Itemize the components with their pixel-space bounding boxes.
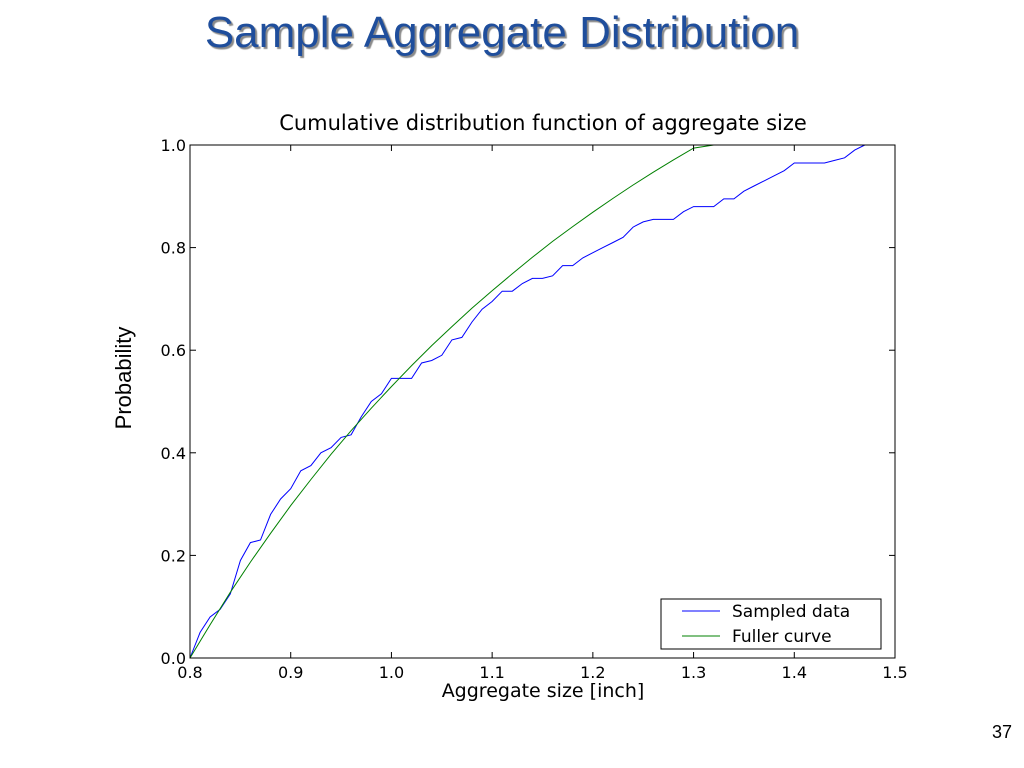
chart-title: Cumulative distribution function of aggr… xyxy=(279,111,807,135)
x-tick-label: 1.0 xyxy=(379,663,404,682)
y-tick-label: 1.0 xyxy=(161,136,186,155)
series-layer xyxy=(189,144,895,659)
x-axis-label: Aggregate size [inch] xyxy=(442,680,645,702)
legend-box xyxy=(660,598,882,650)
plot-frame xyxy=(189,144,896,659)
x-tick-label: 1.5 xyxy=(882,663,907,682)
y-tick-label: 0.4 xyxy=(161,444,186,463)
y-tick-label: 0.0 xyxy=(161,649,186,668)
legend-label-sampled-data: Sampled data xyxy=(732,602,850,622)
y-tick-label: 0.2 xyxy=(161,546,186,565)
series-line-fuller-curve xyxy=(189,144,895,659)
series-line-sampled-data xyxy=(189,144,866,659)
x-tick-label: 1.2 xyxy=(580,663,605,682)
legend-label-fuller-curve: Fuller curve xyxy=(732,627,832,647)
y-tick-label: 0.6 xyxy=(161,341,186,360)
page-number: 37 xyxy=(991,722,1012,742)
y-tick-label: 0.8 xyxy=(161,239,186,258)
x-tick-label: 1.4 xyxy=(782,663,807,682)
slide-title: Sample Aggregate Distribution xyxy=(204,8,800,57)
x-tick-label: 1.1 xyxy=(479,663,504,682)
x-tick-label: 0.8 xyxy=(177,663,202,682)
x-tick-label: 1.3 xyxy=(681,663,706,682)
legend: Sampled data Fuller curve xyxy=(660,598,882,650)
x-tick-label: 0.9 xyxy=(278,663,303,682)
ticks-layer: 0.8 0.9 1.0 1.1 1.2 1.3 1.4 1.5 0.0 0.2 0.4 0.6 0.8 1… xyxy=(161,136,908,682)
